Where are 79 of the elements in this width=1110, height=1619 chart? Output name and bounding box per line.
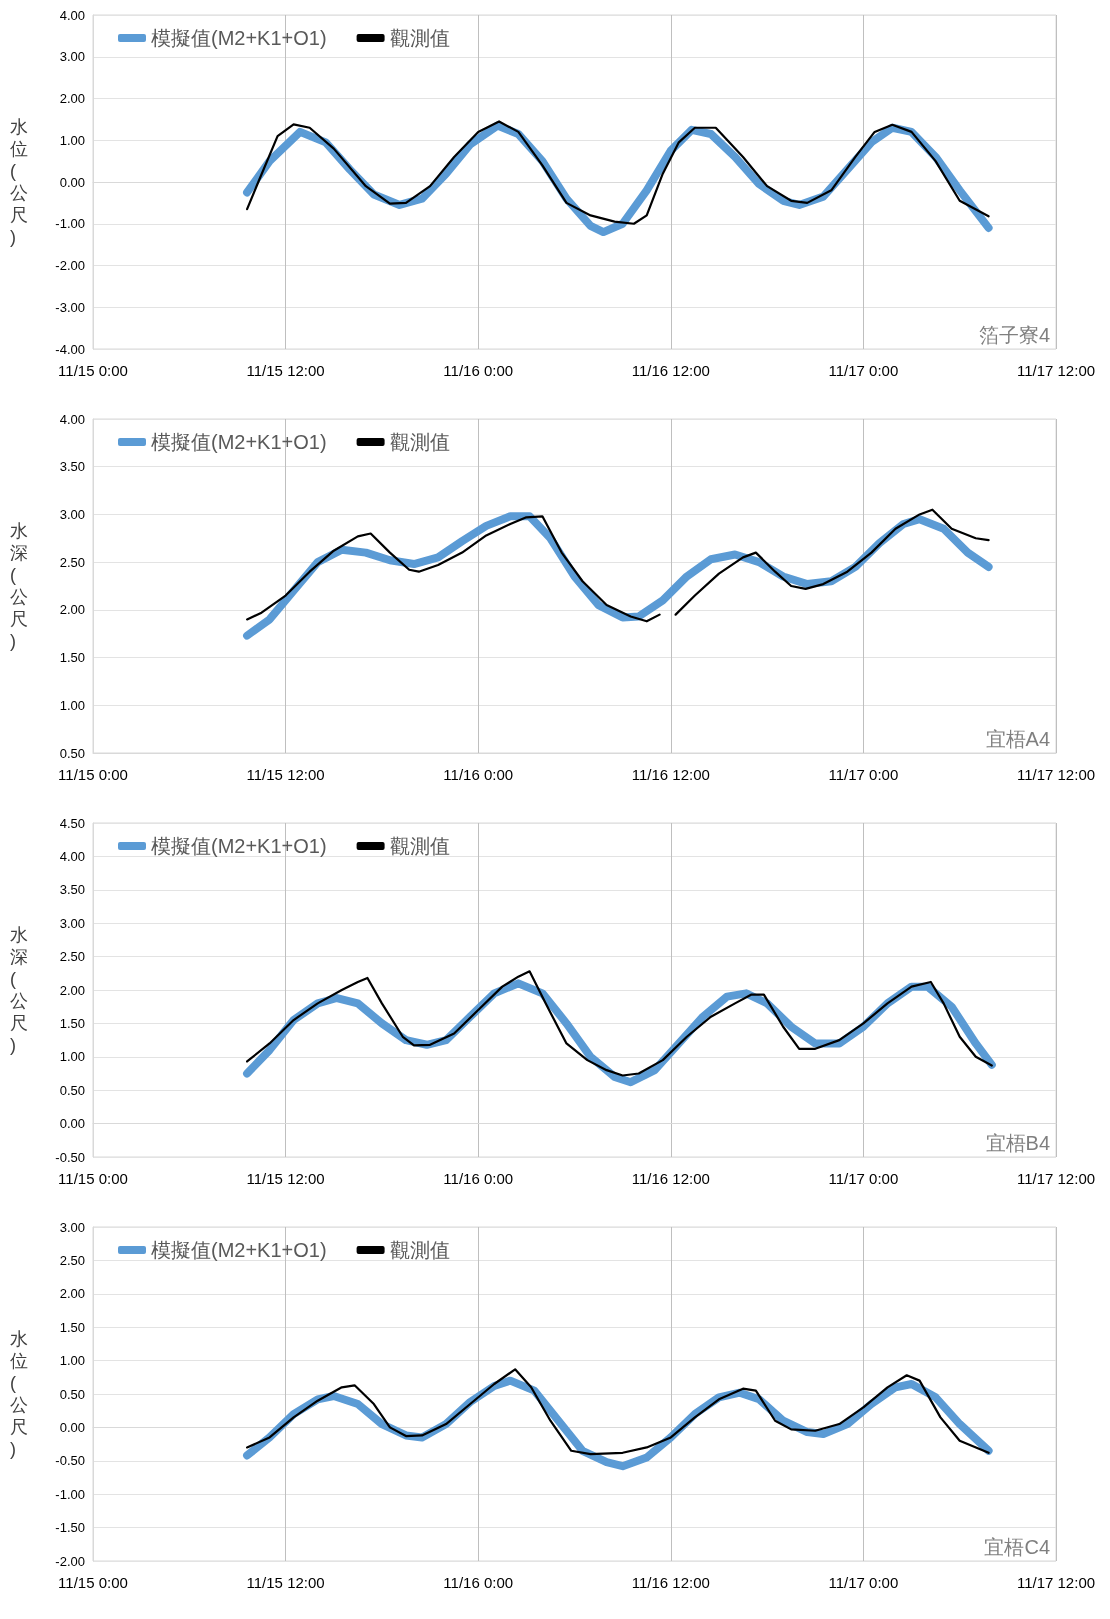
y-axis-title: 水深(公尺)	[10, 925, 28, 1055]
y-tick-label: 4.00	[59, 411, 85, 427]
annotation: 宜梧A4	[985, 728, 1051, 750]
y-tick-label: 2.00	[59, 91, 85, 106]
y-tick-label: -2.00	[55, 258, 85, 273]
x-tick-label: 11/16 0:00	[443, 1170, 514, 1187]
x-tick-label: 11/15 0:00	[58, 766, 128, 783]
x-tick-label: 11/17 12:00	[1016, 1170, 1096, 1187]
x-tick-label: 11/16 0:00	[443, 362, 514, 379]
x-tick-label: 11/15 12:00	[246, 1574, 325, 1591]
y-tick-label: 1.50	[59, 650, 85, 666]
y-tick-label: -3.00	[55, 299, 85, 315]
y-tick-label: -1.00	[55, 1486, 85, 1502]
x-tick-label: 11/16 12:00	[631, 362, 710, 379]
y-tick-label: 0.50	[59, 1386, 85, 1402]
x-tick-label: 11/15 12:00	[246, 1170, 325, 1187]
y-tick-label: 1.00	[59, 1049, 85, 1065]
x-tick-label: 11/17 0:00	[828, 362, 899, 379]
y-tick-label: 1.50	[59, 1015, 85, 1031]
y-tick-label: -0.50	[55, 1453, 85, 1469]
x-tick-label: 11/16 12:00	[631, 1170, 710, 1187]
y-tick-label: -4.00	[55, 341, 85, 357]
y-tick-label: -1.00	[55, 216, 85, 232]
y-tick-label: 1.00	[59, 697, 85, 713]
y-tick-label: 3.50	[59, 459, 85, 475]
x-tick-label: 11/15 0:00	[58, 1170, 128, 1187]
y-tick-label: 1.50	[59, 1319, 85, 1335]
x-tick-label: 11/17 0:00	[828, 766, 899, 783]
y-axis-title: 水位(公尺)	[10, 117, 28, 247]
y-tick-label: 0.50	[59, 745, 85, 761]
x-tick-label: 11/16 0:00	[443, 1574, 514, 1591]
y-tick-label: 0.50	[59, 1082, 85, 1098]
y-tick-label: 3.00	[59, 506, 85, 522]
x-tick-label: 11/17 0:00	[828, 1574, 899, 1591]
y-tick-label: -2.00	[55, 1553, 85, 1569]
x-tick-label: 11/15 12:00	[246, 362, 325, 379]
annotation: 箔子寮4	[978, 324, 1050, 346]
y-tick-label: 2.50	[59, 554, 85, 570]
y-tick-label: 3.00	[59, 915, 85, 931]
x-tick-label: 11/17 12:00	[1016, 766, 1096, 783]
y-tick-label: 1.00	[59, 132, 85, 148]
x-tick-label: 11/15 12:00	[246, 766, 325, 783]
y-axis-title: 水深(公尺)	[10, 521, 28, 651]
annotation: 宜梧C4	[984, 1536, 1051, 1558]
y-tick-label: -0.50	[55, 1149, 85, 1165]
x-tick-label: 11/16 0:00	[443, 766, 514, 783]
x-tick-label: 11/15 0:00	[58, 362, 128, 379]
y-tick-label: 1.00	[59, 1353, 85, 1369]
y-tick-label: 4.00	[59, 7, 85, 23]
legend-label: 觀測值	[389, 1239, 450, 1261]
x-tick-label: 11/15 0:00	[58, 1574, 128, 1591]
y-tick-label: 2.00	[59, 1286, 85, 1302]
x-tick-label: 11/17 0:00	[828, 1170, 899, 1187]
legend-label: 觀測值	[389, 27, 450, 49]
y-tick-label: 3.00	[59, 1219, 85, 1235]
y-tick-label: 0.00	[59, 1419, 85, 1435]
legend-label: 模擬值(M2+K1+O1)	[151, 27, 327, 49]
x-tick-label: 11/17 12:00	[1016, 362, 1096, 379]
legend-label: 模擬值(M2+K1+O1)	[151, 431, 327, 453]
y-tick-label: 4.50	[59, 815, 85, 831]
legend-label: 觀測值	[389, 431, 450, 453]
legend-label: 模擬值(M2+K1+O1)	[151, 1239, 327, 1261]
y-tick-label: 2.50	[59, 949, 85, 965]
x-tick-label: 11/17 12:00	[1016, 1574, 1096, 1591]
y-tick-label: 0.00	[59, 174, 85, 190]
legend-label: 模擬值(M2+K1+O1)	[151, 835, 327, 857]
y-tick-label: 3.00	[59, 49, 85, 65]
y-tick-label: 2.50	[59, 1252, 85, 1268]
y-tick-label: 4.00	[59, 848, 85, 864]
y-tick-label: 2.00	[59, 602, 85, 618]
x-tick-label: 11/16 12:00	[631, 1574, 710, 1591]
y-axis-title: 水位(公尺)	[10, 1329, 28, 1459]
annotation: 宜梧B4	[985, 1132, 1051, 1154]
y-tick-label: -1.50	[55, 1520, 85, 1536]
y-tick-label: 2.00	[59, 982, 85, 998]
x-tick-label: 11/16 12:00	[631, 766, 710, 783]
y-tick-label: 3.50	[59, 882, 85, 898]
y-tick-label: 0.00	[59, 1116, 85, 1132]
legend-label: 觀測值	[389, 835, 450, 857]
